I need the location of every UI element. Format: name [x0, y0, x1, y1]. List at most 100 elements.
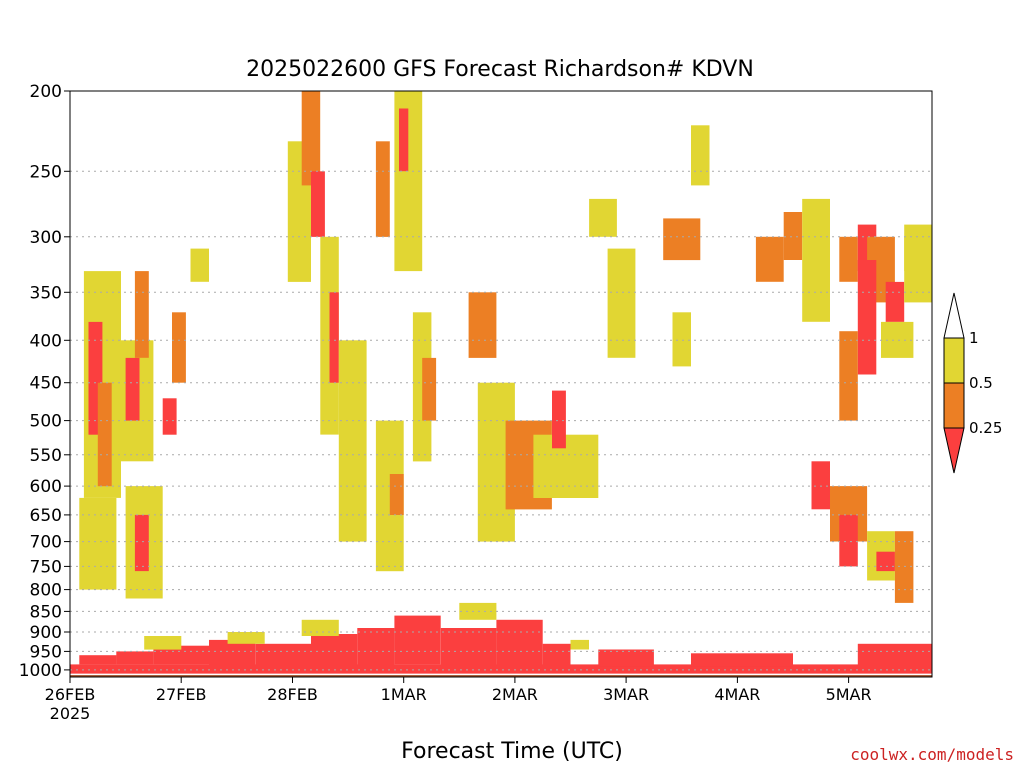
- x-tick-label: 2MAR: [492, 685, 538, 704]
- y-tick-label: 400: [30, 331, 62, 351]
- ri-orange-patch: [301, 91, 321, 186]
- ri-orange-patch: [172, 312, 186, 383]
- ri-yellow-patch: [412, 312, 432, 462]
- y-tick-label: 450: [30, 374, 62, 394]
- ri-yellow-patch: [691, 125, 710, 186]
- y-tick-label: 250: [30, 162, 62, 182]
- colorbar-legend: 1 0.5 0.25: [943, 292, 1002, 474]
- y-tick-label: 600: [30, 477, 62, 497]
- ri-orange-patch: [422, 357, 437, 421]
- y-tick-label: 1000: [19, 661, 62, 681]
- ri-red-patch: [399, 108, 409, 172]
- ri-red-patch: [496, 619, 543, 665]
- y-tick-label: 700: [30, 533, 62, 553]
- y-tick-label: 200: [30, 82, 62, 102]
- ri-orange-patch: [389, 474, 404, 515]
- colorbar-label: 1: [969, 329, 979, 347]
- colorbar-label: 0.25: [969, 419, 1002, 437]
- ri-orange-patch: [468, 292, 497, 358]
- colorbar-lower-arrow: [943, 427, 965, 474]
- y-tick-label: 800: [30, 581, 62, 601]
- ri-yellow-patch: [338, 340, 367, 542]
- ri-yellow-patch: [607, 248, 636, 358]
- ri-red-patch: [153, 645, 209, 665]
- ri-red-patch: [209, 639, 256, 665]
- ri-red-patch: [598, 649, 654, 667]
- colorbar-swatch-orange: [943, 382, 965, 429]
- x-tick-label: 26FEB: [45, 685, 96, 704]
- y-tick-label: 300: [30, 228, 62, 248]
- ri-yellow-patch: [904, 236, 932, 303]
- ri-orange-patch: [894, 531, 914, 603]
- ri-red-patch: [125, 357, 140, 421]
- ri-red-patch: [255, 643, 311, 665]
- ri-red-patch: [691, 653, 793, 667]
- ri-orange-patch: [783, 212, 803, 260]
- y-tick-label: 900: [30, 623, 62, 643]
- ri-yellow-patch: [672, 312, 691, 367]
- x-tick-label: 27FEB: [156, 685, 207, 704]
- ri-orange-patch: [375, 141, 390, 237]
- ri-red-patch: [876, 551, 895, 572]
- y-tick-label: 850: [30, 602, 62, 622]
- ri-orange-patch: [839, 236, 858, 282]
- y-tick-label: 350: [30, 283, 62, 303]
- ri-red-patch: [811, 461, 830, 510]
- y-tick-label: 750: [30, 557, 62, 577]
- y-tick-label: 500: [30, 412, 62, 432]
- ri-red-patch: [552, 390, 566, 449]
- ri-yellow-patch: [79, 497, 117, 590]
- ri-red-patch: [839, 514, 858, 567]
- ri-red-patch: [542, 643, 571, 665]
- ground-band: [70, 674, 932, 677]
- colorbar-label: 0.5: [969, 374, 993, 392]
- ri-red-patch: [311, 634, 358, 665]
- ri-yellow-patch: [459, 602, 497, 620]
- x-tick-label: 28FEB: [267, 685, 318, 704]
- ri-orange-patch: [839, 331, 858, 421]
- plot-area: [69, 90, 933, 678]
- plot-frame: [69, 90, 933, 678]
- ri-yellow-patch: [881, 321, 914, 358]
- ri-red-patch: [357, 628, 395, 665]
- y-tick-label: 650: [30, 506, 62, 526]
- ri-red-patch: [329, 292, 339, 383]
- ri-orange-patch: [755, 236, 784, 282]
- credit-text: coolwx.com/models: [850, 745, 1014, 764]
- ri-yellow-patch: [802, 198, 830, 322]
- ri-red-patch: [885, 281, 905, 322]
- colorbar-upper-arrow: [943, 292, 965, 339]
- heatmap-patches: [70, 91, 932, 677]
- y-tick-label: 550: [30, 446, 62, 466]
- x-tick-label: 4MAR: [714, 685, 760, 704]
- ri-yellow-patch: [301, 619, 339, 636]
- x-axis-label: Forecast Time (UTC): [401, 739, 623, 764]
- ri-red-patch: [857, 260, 877, 375]
- ri-yellow-patch: [190, 248, 209, 282]
- ri-orange-patch: [134, 271, 149, 358]
- ri-yellow-patch: [144, 636, 182, 650]
- x-tick-label: 3MAR: [603, 685, 649, 704]
- ri-red-patch: [857, 643, 932, 667]
- ri-red-patch: [394, 615, 441, 665]
- y-tick-label: 950: [30, 642, 62, 662]
- ri-red-patch: [162, 398, 177, 435]
- ri-red-patch: [116, 651, 154, 665]
- ri-yellow-patch: [589, 198, 617, 237]
- x-tick-label: 1MAR: [381, 685, 427, 704]
- ri-orange-patch: [663, 218, 701, 261]
- ri-red-patch: [79, 655, 117, 665]
- x-tick-label: 5MAR: [826, 685, 872, 704]
- ri-yellow-patch: [570, 639, 589, 650]
- ri-red-patch: [440, 628, 497, 665]
- ri-red-patch: [134, 514, 149, 572]
- chart-title: 2025022600 GFS Forecast Richardson# KDVN: [246, 57, 754, 82]
- y-axis: 200 250 300 350 400 450 500 550 600 650 700 750 8008…: [19, 82, 70, 681]
- ri-orange-patch: [97, 382, 112, 487]
- ri-yellow-patch: [227, 632, 265, 644]
- colorbar-swatch-yellow: [943, 337, 965, 384]
- x-tick-sublabel: 2025: [50, 704, 91, 723]
- ri-red-patch: [311, 171, 325, 237]
